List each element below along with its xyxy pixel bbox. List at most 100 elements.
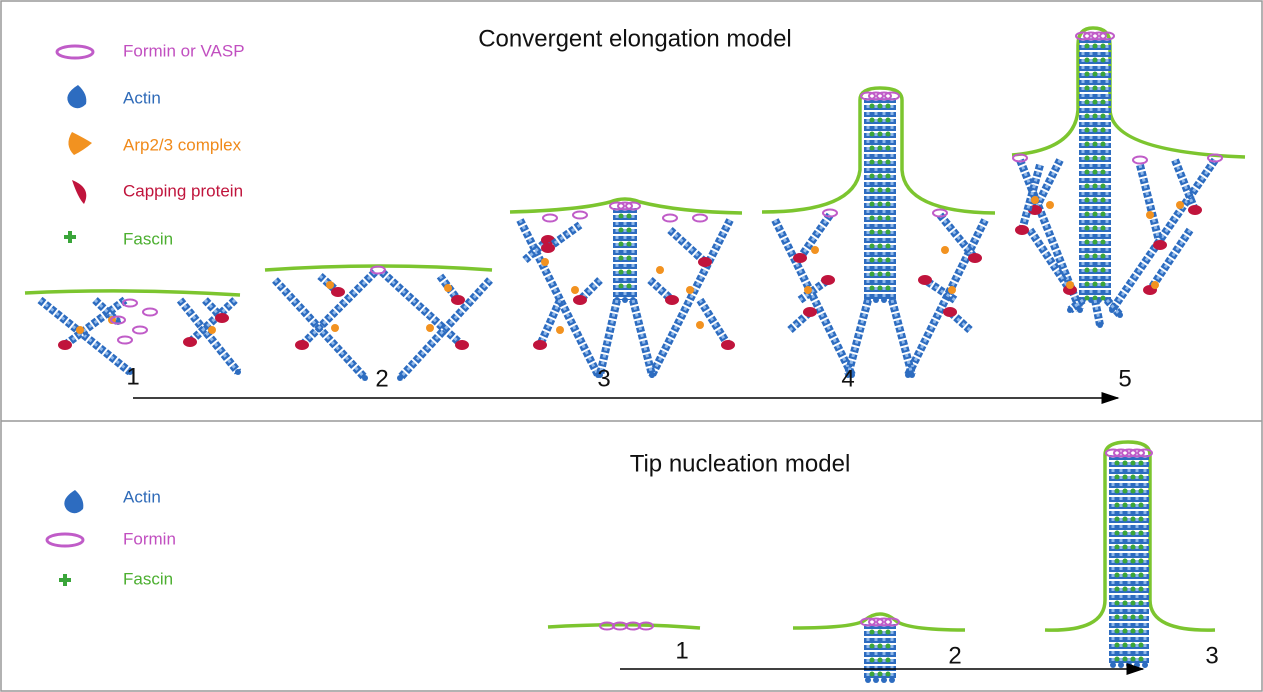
capping-protein [533,340,547,350]
arp23 [426,324,434,332]
fascin [1114,642,1120,648]
fascin [1092,211,1098,217]
actin-filament-highlight [1105,299,1122,316]
fascin [1138,516,1144,522]
actin-filament-highlight [93,298,120,324]
fascin [1130,502,1136,508]
fascin [1122,628,1128,634]
fascin [1122,544,1128,550]
capping-protein [793,253,807,263]
fascin [1122,642,1128,648]
fascin [885,159,891,165]
actin-filament-highlight [1033,159,1062,211]
fascin [1122,516,1128,522]
filament-tip [881,677,887,683]
fascin [1114,656,1120,662]
fascin [869,257,875,263]
fascin [1138,488,1144,494]
actin-filament-highlight [598,299,619,376]
fascin [1092,43,1098,49]
capping-protein [455,340,469,350]
fascin [1114,530,1120,536]
fascin [877,173,883,179]
fascin [1100,141,1106,147]
fascin [1092,281,1098,287]
actin-filament-highlight [64,298,126,347]
fascin [1084,155,1090,161]
fascin [869,187,875,193]
fascin [1138,656,1144,662]
actin-filament [317,273,341,295]
fascin [1130,586,1136,592]
capping-protein [665,295,679,305]
fascin [1114,544,1120,550]
formin [1207,153,1223,163]
arp23 [804,286,812,294]
fascin [885,173,891,179]
fascin [1084,197,1090,203]
fascin [1114,502,1120,508]
fascin [1130,628,1136,634]
capping-protein [331,287,345,297]
fascin [1084,169,1090,175]
formin [572,210,588,220]
fascin [1100,127,1106,133]
fascin [885,229,891,235]
fascin [877,117,883,123]
fascin [869,103,875,109]
arp23 [1066,281,1074,289]
fascin [1100,155,1106,161]
fascin [1092,225,1098,231]
step-label: 3 [1205,642,1218,669]
fascin [1084,267,1090,273]
fascin [626,283,632,289]
capping-protein [1153,240,1167,250]
fascin [877,271,883,277]
capping-protein [943,307,957,317]
actin-filament-highlight [1110,159,1217,311]
arp23 [571,286,579,294]
filament-tip [362,375,368,381]
legend-label: Fascin [123,569,173,588]
formin [692,213,708,223]
fascin [1092,57,1098,63]
fascin [1122,530,1128,536]
fascin [885,629,891,635]
fascin [1114,488,1120,494]
filament-tip [622,297,628,303]
capping-protein [58,340,72,350]
fascin [1138,586,1144,592]
fascin [885,243,891,249]
arp23 [1031,196,1039,204]
fascin [1092,141,1098,147]
fascin [1138,474,1144,480]
fascin [1084,43,1090,49]
fascin [1092,239,1098,245]
fascin [618,255,624,261]
fascin [1138,600,1144,606]
capping-protein [968,253,982,263]
fascin [869,131,875,137]
capping-protein [1015,225,1029,235]
fascin [869,159,875,165]
capping-protein [1188,205,1202,215]
formin [876,617,892,627]
fascin [1092,113,1098,119]
formin [1137,448,1153,458]
actin-filament-highlight [1020,164,1042,231]
actin-filament-highlight [890,299,914,376]
fascin [877,657,883,663]
capping-protein [1063,285,1077,295]
fascin [1100,295,1106,301]
fascin [877,643,883,649]
filament-tip [1142,662,1148,668]
fascin [1138,628,1144,634]
step-label: 4 [841,365,854,392]
fascin [1092,127,1098,133]
fascin [869,671,875,677]
fascin [1138,572,1144,578]
fascin [877,215,883,221]
actin-filament-highlight [846,299,870,376]
actin-filament-highlight [300,270,377,347]
